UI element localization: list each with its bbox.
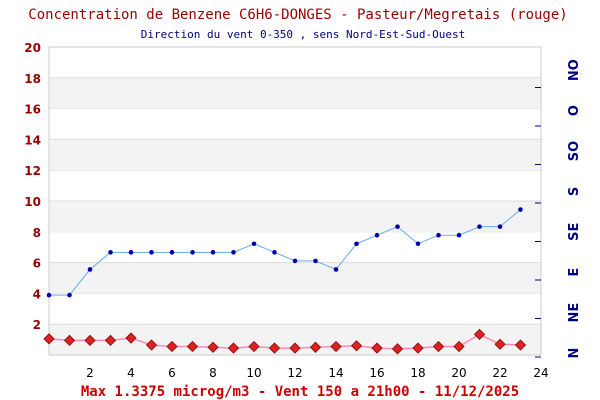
wind-point [87, 267, 93, 272]
series-line-wind [49, 209, 521, 296]
benzene-point [227, 342, 240, 354]
wind-point [518, 207, 523, 212]
x-tick-label: 12 [287, 366, 302, 380]
wind-direction-label: E [567, 268, 582, 277]
x-tick-label: 22 [492, 366, 507, 380]
y-tick-label: 2 [33, 318, 41, 332]
benzene-point [125, 332, 137, 344]
benzene-point [84, 334, 96, 347]
x-tick-label: 6 [168, 366, 176, 380]
wind-point [477, 224, 482, 229]
benzene-point [391, 343, 404, 355]
wind-direction-label: N [567, 348, 582, 359]
plot-frame [48, 46, 542, 356]
wind-point [67, 292, 72, 298]
x-tick-label: 14 [328, 366, 343, 380]
wind-point [395, 224, 400, 229]
wind-point [251, 241, 257, 247]
benzene-point [268, 342, 281, 354]
benzene-point [473, 328, 486, 341]
benzene-point [43, 333, 55, 345]
benzene-point [494, 338, 506, 350]
wind-direction-label: O [567, 105, 582, 116]
wind-direction-label: SO [567, 141, 582, 161]
benzene-point [350, 340, 363, 352]
benzene-point [248, 340, 260, 353]
benzene-point [145, 339, 158, 351]
wind-point [190, 250, 195, 255]
y-tick-label: 12 [24, 164, 41, 178]
benzene-point [207, 341, 219, 353]
wind-point [415, 241, 421, 247]
benzene-point [186, 340, 199, 353]
wind-direction-label: NE [567, 303, 582, 323]
benzene-point [309, 341, 322, 353]
x-tick-label: 8 [209, 366, 217, 380]
wind-point [272, 250, 277, 255]
benzene-point [371, 342, 383, 354]
benzene-point [330, 340, 342, 353]
x-tick-label: 18 [410, 366, 425, 380]
wind-point [292, 258, 298, 264]
benzene-point [412, 342, 424, 354]
benzene-point [63, 334, 76, 347]
grid-band [49, 77, 541, 109]
benzene-point [453, 340, 465, 353]
y-tick-label: 4 [33, 287, 41, 301]
wind-point [210, 250, 216, 255]
y-tick-label: 18 [24, 72, 41, 86]
wind-point [46, 292, 52, 298]
grid-band [49, 139, 541, 171]
wind-point [313, 258, 318, 264]
wind-direction-label: NO [567, 59, 582, 81]
x-tick-label: 24 [533, 366, 548, 380]
wind-point [354, 241, 359, 247]
y-tick-label: 6 [33, 257, 41, 271]
x-tick-label: 2 [86, 366, 94, 380]
y-tick-label: 16 [24, 103, 41, 117]
wind-point [456, 232, 462, 238]
wind-direction-label: SE [567, 223, 582, 241]
y-tick-label: 14 [24, 133, 41, 147]
wind-point [149, 250, 154, 255]
x-tick-label: 4 [127, 366, 135, 380]
wind-point [374, 232, 380, 238]
wind-point [128, 250, 134, 255]
benzene-point [166, 340, 178, 353]
chart-title: Concentration de Benzene C6H6-DONGES - P… [28, 7, 567, 23]
wind-point [333, 267, 339, 272]
wind-direction-label: S [567, 187, 582, 196]
grid-band [49, 262, 541, 294]
x-tick-label: 20 [451, 366, 466, 380]
wind-point [436, 232, 441, 238]
benzene-point [289, 342, 301, 354]
wind-point [108, 250, 113, 255]
chart-footer: Max 1.3375 microg/m3 - Vent 150 a 21h00 … [81, 384, 519, 400]
chart-subtitle: Direction du vent 0-350 , sens Nord-Est-… [141, 28, 466, 41]
benzene-point [514, 339, 527, 351]
grid-band [49, 201, 541, 232]
y-tick-label: 8 [33, 226, 41, 240]
y-tick-label: 10 [24, 195, 41, 209]
benzene-point [432, 340, 445, 353]
x-tick-label: 10 [246, 366, 261, 380]
wind-point [497, 224, 503, 229]
x-tick-label: 16 [369, 366, 384, 380]
benzene-point [104, 334, 117, 347]
y-tick-label: 20 [24, 41, 41, 55]
wind-point [169, 250, 175, 255]
wind-point [231, 250, 236, 255]
